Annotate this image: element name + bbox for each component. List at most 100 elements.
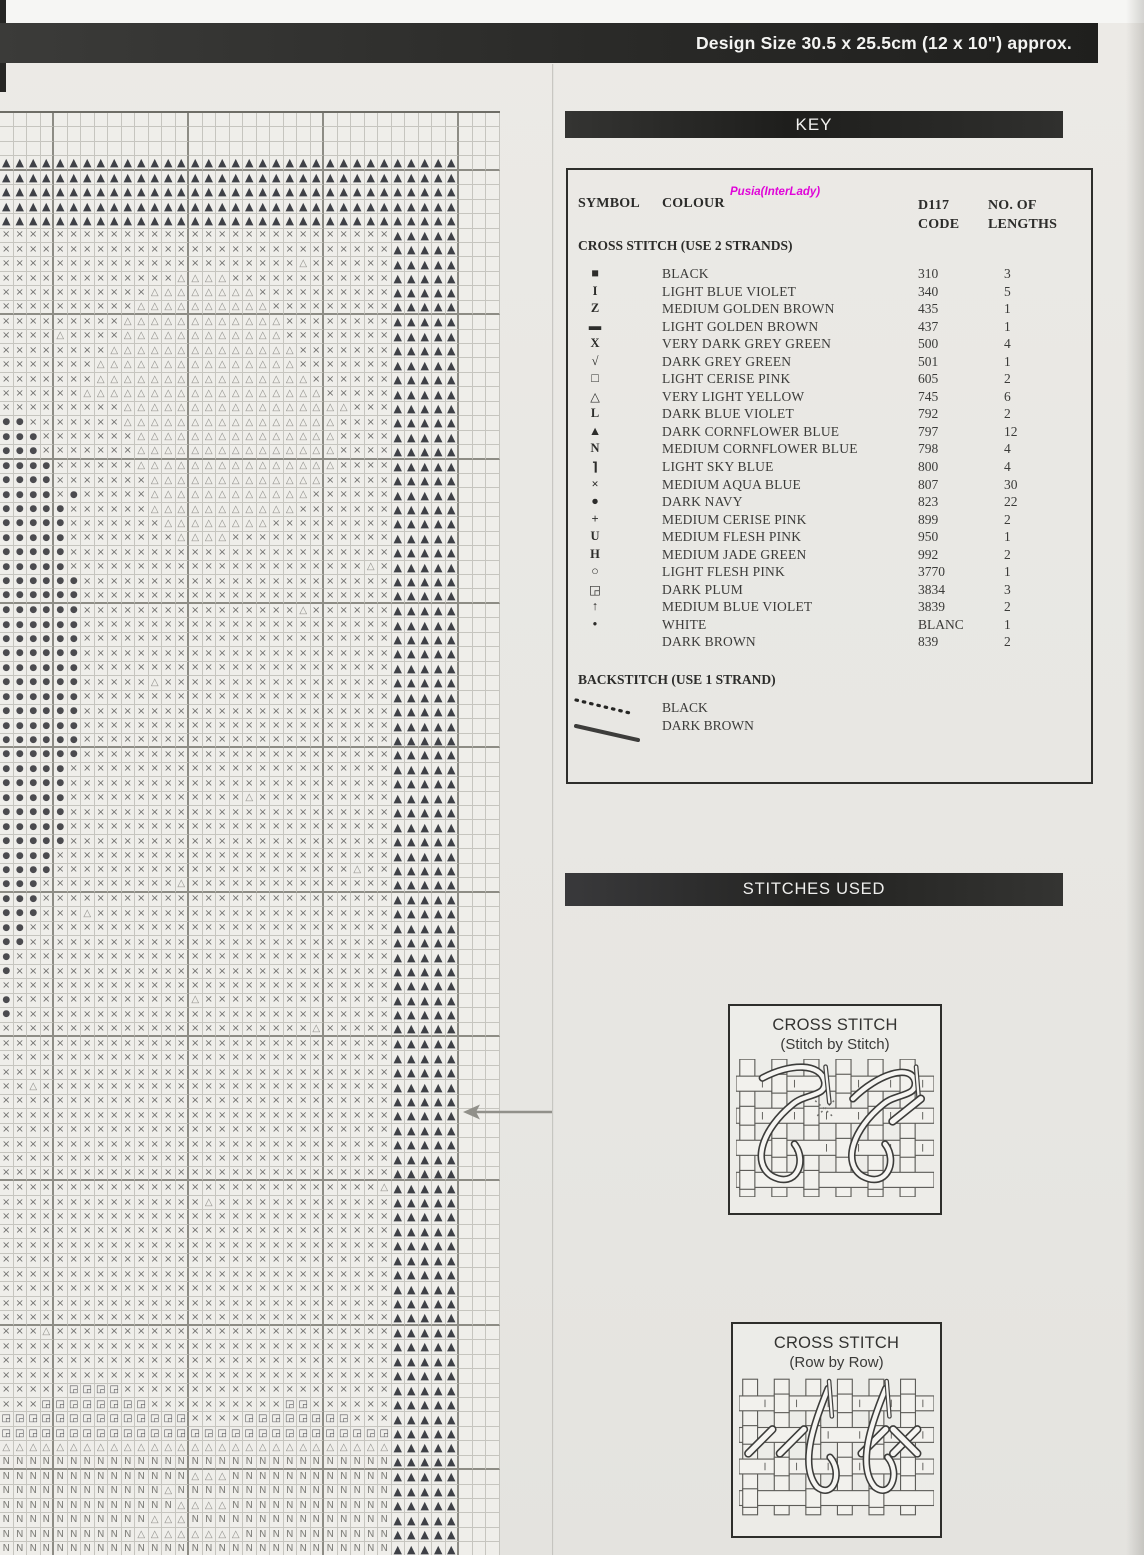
key-panel: Pusia(InterLady) SYMBOL COLOUR D117 CODE… [566,168,1093,784]
grid-cell: ▲ [391,1138,405,1153]
grid-cell: × [283,1138,297,1153]
grid-cell: ▲ [418,704,432,720]
grid-cell: × [364,358,378,373]
grid-cell: × [324,372,338,388]
grid-cell: △ [256,473,270,489]
grid-cell [324,141,338,157]
grid-cell [486,1051,500,1066]
grid-cell [472,1181,486,1196]
grid-cell: ▲ [283,170,297,186]
grid-cell: ◲ [351,1426,365,1442]
grid-cell: ▲ [108,185,122,200]
grid-cell: ▲ [418,863,432,879]
grid-cell: ▲ [405,964,419,980]
grid-cell: × [351,1138,365,1153]
grid-cell: × [121,878,135,893]
grid-cell [459,1397,473,1413]
grid-cell: ● [13,459,27,474]
grid-cell: × [94,676,108,691]
grid-cell: ◲ [121,1397,135,1413]
key-entry-colour: VERY DARK GREY GREEN [662,336,832,352]
key-entry-code: 899 [918,511,939,527]
grid-cell: × [324,473,338,489]
grid-cell: N [364,1499,378,1514]
grid-cell: ▲ [391,286,405,301]
grid-cell: ◲ [94,1412,108,1427]
grid-cell: △ [175,430,189,446]
grid-cell: ▲ [378,170,392,186]
grid-cell: N [256,1455,270,1471]
grid-cell: ▲ [364,170,378,186]
key-entry-lengths: 1 [1004,318,1011,334]
grid-cell: × [67,1296,81,1312]
grid-cell: × [27,372,41,388]
grid-cell: ▲ [418,372,432,388]
grid-cell: × [202,1239,216,1254]
grid-cell [486,632,500,648]
grid-cell: × [27,1397,41,1413]
key-entry-row: ◲ DARK PLUM 3834 3 [568,582,1091,600]
key-entry-list: ■ BLACK 310 3 I LIGHT BLUE VIOLET 340 5 Z MEDIUM … [568,266,1091,652]
grid-cell: × [324,1239,338,1254]
grid-cell: × [337,979,351,994]
grid-cell: × [162,1354,176,1370]
grid-cell: × [0,300,14,316]
grid-cell: × [337,286,351,301]
grid-cell: × [324,315,338,330]
grid-cell [351,141,365,157]
grid-cell: × [162,1152,176,1167]
grid-cell: × [135,242,149,258]
grid-cell: × [189,950,203,965]
grid-cell: ▲ [432,502,446,518]
grid-cell: ▲ [94,156,108,171]
grid-cell: × [351,560,365,575]
grid-cell: × [189,1340,203,1355]
grid-cell: × [297,632,311,648]
grid-cell: × [67,286,81,301]
grid-cell: × [283,618,297,633]
grid-cell [486,1152,500,1167]
grid-cell: × [229,1210,243,1225]
grid-cell: ● [40,820,54,835]
grid-cell [297,113,311,128]
grid-cell [486,199,500,215]
grid-cell: × [351,329,365,344]
grid-cell: × [162,964,176,980]
grid-cell: × [351,1051,365,1066]
grid-cell: ▲ [405,603,419,619]
grid-cell: × [364,603,378,619]
grid-cell: × [0,1325,14,1341]
grid-cell: × [189,1412,203,1427]
grid-cell: ● [27,473,41,489]
grid-cell: × [202,676,216,691]
grid-cell [486,1195,500,1211]
grid-cell: × [324,1109,338,1124]
grid-cell: × [81,935,95,951]
grid-cell: × [162,950,176,965]
grid-cell: ▲ [405,228,419,243]
grid-cell: ● [13,430,27,446]
grid-cell [486,921,500,936]
grid-cell: × [108,315,122,330]
grid-cell: ▲ [445,1152,459,1167]
grid-cell: × [94,632,108,648]
grid-cell: × [324,1065,338,1081]
grid-cell: × [297,647,311,662]
grid-cell: × [216,1354,230,1370]
grid-cell: ▲ [405,1210,419,1225]
grid-cell: ▲ [27,199,41,215]
grid-cell: × [40,993,54,1009]
grid-cell: × [283,878,297,893]
grid-cell: △ [175,1441,189,1456]
grid-cell: × [175,546,189,561]
grid-cell: × [324,358,338,373]
grid-cell: × [229,690,243,705]
grid-cell: ● [27,546,41,561]
grid-cell [472,1268,486,1283]
grid-cell: △ [256,358,270,373]
grid-cell: × [81,1152,95,1167]
grid-cell: △ [189,300,203,316]
grid-cell: × [162,589,176,604]
grid-cell: × [135,589,149,604]
grid-cell: × [108,921,122,936]
